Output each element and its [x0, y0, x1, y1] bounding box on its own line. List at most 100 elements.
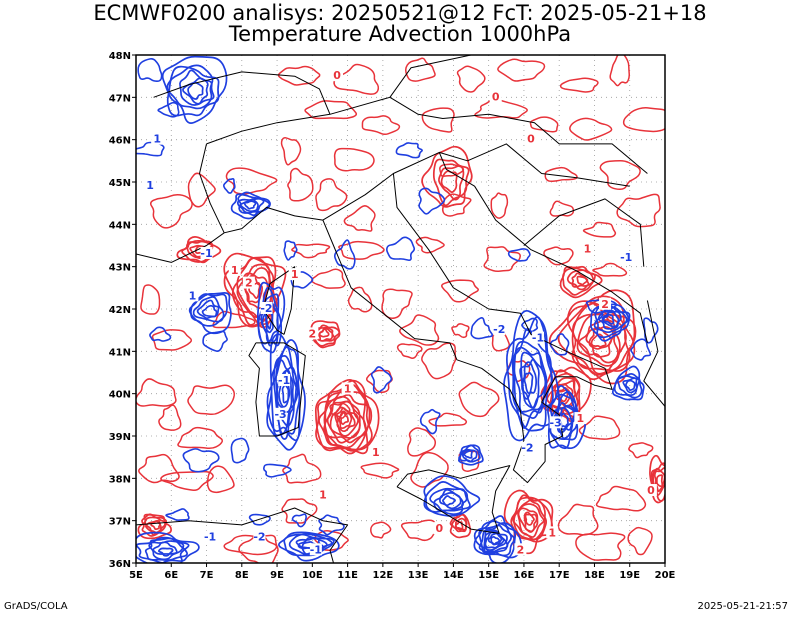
contour-label: 0: [527, 133, 535, 146]
contour-line: [157, 547, 174, 557]
contour-line: [386, 236, 416, 261]
contour-line: [627, 526, 653, 556]
contour-line: [137, 57, 163, 83]
contour-label-bg: [260, 302, 273, 314]
lon-tick-label: 9E: [270, 570, 284, 581]
contour-line: [151, 329, 193, 351]
contour-line: [157, 101, 180, 118]
lat-tick-label: 37N: [109, 517, 131, 528]
contour-line: [152, 541, 178, 555]
coastline-borders: [136, 55, 665, 563]
coastline: [439, 143, 630, 187]
contour-line: [148, 540, 185, 561]
contour-line: [291, 243, 331, 259]
contour-label: -3: [550, 416, 562, 429]
contour-line: [622, 107, 665, 133]
contour-line: [578, 415, 621, 440]
lon-tick-label: 20E: [655, 570, 676, 581]
contour-line: [451, 323, 470, 339]
contour-line: [329, 402, 351, 419]
contour-label: -2: [521, 442, 533, 455]
contour-line: [281, 498, 318, 524]
contour-line: [329, 400, 361, 439]
contour-line: [613, 372, 643, 399]
lon-tick-label: 5E: [129, 570, 143, 581]
contour-line: [421, 145, 473, 208]
contour-line: [478, 520, 516, 557]
contour-line: [595, 485, 647, 512]
contour-line: [457, 444, 484, 466]
contour-line: [440, 170, 458, 194]
contour-label: -2: [260, 302, 272, 315]
lat-tick-label: 36N: [109, 559, 131, 570]
contour-label-bg: [316, 488, 329, 501]
contour-line: [415, 236, 445, 254]
contour-label: 1: [189, 289, 197, 302]
lon-tick-label: 8E: [235, 570, 249, 581]
contour-line: [361, 115, 401, 136]
map-frame: [135, 54, 666, 564]
coastline: [473, 562, 476, 563]
contour-line: [529, 116, 559, 133]
contour-line: [275, 359, 299, 435]
lat-lon-grid: [136, 55, 665, 563]
coastline: [136, 232, 225, 263]
contour-line: [543, 246, 574, 266]
contour-line: [507, 248, 531, 262]
contour-line: [318, 328, 330, 338]
map-title-line-1: ECMWF0200 analisys: 20250521@12 FcT: 202…: [93, 1, 707, 25]
contour-label-bg: [242, 276, 255, 289]
coastline: [224, 173, 394, 234]
contour-line: [287, 167, 314, 202]
lon-tick-label: 17E: [549, 570, 570, 581]
contour-line: [280, 136, 302, 166]
contour-label-bg: [200, 246, 213, 259]
contour-line: [278, 531, 340, 562]
contour-line: [470, 317, 494, 340]
contour-line: [582, 221, 617, 238]
coastline: [262, 266, 296, 335]
contour-line: [439, 492, 462, 510]
coastline: [199, 143, 225, 234]
contour-line: [622, 377, 638, 394]
contour-line: [366, 369, 393, 394]
contour-line: [628, 442, 654, 459]
contour-label-bg: [253, 530, 266, 543]
contour-line: [149, 194, 193, 229]
contour-line: [458, 381, 500, 418]
contour-line: [333, 239, 356, 270]
coastline: [392, 151, 648, 344]
contour-label-bg: [546, 526, 559, 539]
contour-line: [141, 513, 168, 537]
contour-line: [601, 309, 620, 328]
contour-line: [399, 314, 440, 346]
contour-line: [396, 343, 423, 359]
contour-line: [458, 444, 481, 463]
lon-tick-label: 15E: [478, 570, 499, 581]
contour-line: [524, 513, 535, 526]
contour-line: [136, 378, 177, 407]
contour-line: [549, 391, 579, 441]
contour-label-bg: [204, 530, 217, 543]
contour-label: -1: [310, 543, 322, 556]
contour-line: [395, 142, 423, 159]
coastline: [206, 96, 648, 174]
contour-line: [656, 474, 664, 488]
contour-line: [166, 65, 220, 117]
contour-line: [138, 453, 180, 484]
axis-ticks: 5E 6E 7E 8E 9E 10E 11E 12E 13E 14E 15E 16E 17E 18E 19E…: [109, 51, 676, 581]
contour-line: [566, 269, 596, 291]
contour-label-bg: [521, 441, 534, 454]
contour-label-bg: [581, 242, 594, 255]
contour-line: [283, 240, 298, 261]
contour-label-bg: [620, 251, 633, 264]
contour-line: [248, 513, 271, 526]
contour-line: [576, 275, 589, 286]
contour-line: [599, 159, 641, 191]
contour-line: [335, 407, 356, 433]
contour-line: [653, 470, 665, 493]
contour-line: [318, 514, 345, 536]
contour-line: [572, 313, 627, 375]
contour-line: [140, 284, 161, 315]
